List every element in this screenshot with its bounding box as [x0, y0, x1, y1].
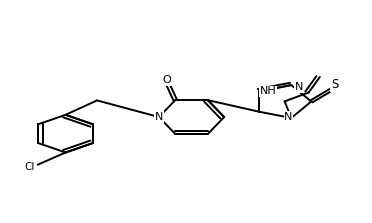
- Text: Cl: Cl: [25, 162, 35, 172]
- Text: NH: NH: [260, 86, 277, 96]
- Text: O: O: [162, 75, 171, 85]
- Text: S: S: [331, 78, 338, 91]
- Text: N: N: [284, 112, 292, 122]
- Text: N: N: [155, 112, 163, 122]
- Text: N: N: [295, 82, 303, 92]
